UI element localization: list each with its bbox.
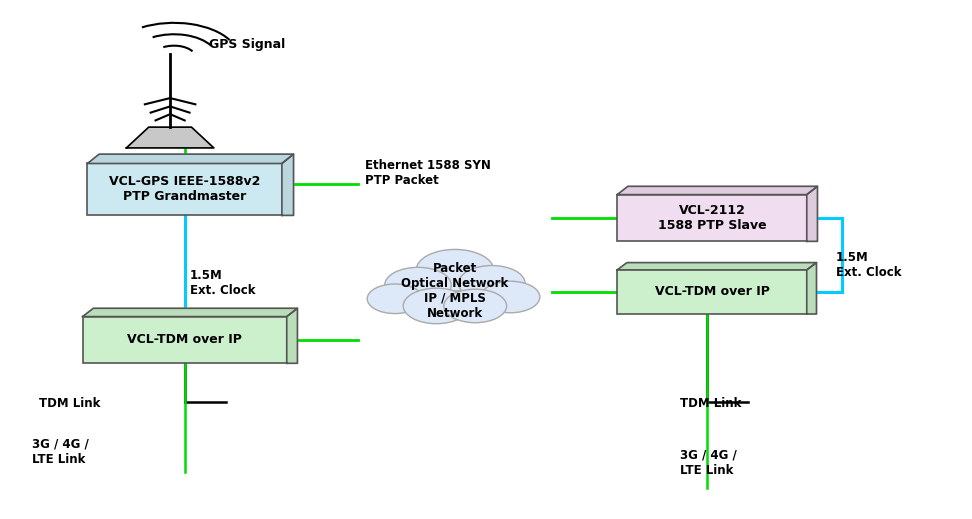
Polygon shape [617, 263, 816, 270]
Text: 1.5M
Ext. Clock: 1.5M Ext. Clock [190, 269, 255, 297]
Text: TDM Link: TDM Link [39, 397, 100, 411]
Text: 3G / 4G /
LTE Link: 3G / 4G / LTE Link [680, 449, 737, 477]
Text: VCL-TDM over IP: VCL-TDM over IP [654, 285, 770, 298]
Polygon shape [617, 186, 817, 195]
Polygon shape [87, 154, 294, 163]
Text: 1.5M
Ext. Clock: 1.5M Ext. Clock [836, 251, 901, 279]
Text: Packet
Optical Network
IP / MPLS
Network: Packet Optical Network IP / MPLS Network [401, 262, 508, 320]
Polygon shape [287, 308, 297, 363]
Polygon shape [83, 308, 297, 317]
Text: TDM Link: TDM Link [680, 397, 742, 411]
Text: Ethernet 1588 SYN
PTP Packet: Ethernet 1588 SYN PTP Packet [364, 159, 491, 187]
Polygon shape [807, 186, 817, 241]
Text: VCL-GPS IEEE-1588v2
PTP Grandmaster: VCL-GPS IEEE-1588v2 PTP Grandmaster [109, 175, 260, 203]
Polygon shape [282, 154, 294, 215]
Text: VCL-TDM over IP: VCL-TDM over IP [127, 333, 242, 347]
FancyBboxPatch shape [83, 317, 287, 363]
Text: GPS Signal: GPS Signal [209, 37, 285, 51]
Polygon shape [807, 263, 816, 314]
FancyBboxPatch shape [617, 270, 807, 314]
Text: VCL-2112
1588 PTP Slave: VCL-2112 1588 PTP Slave [658, 204, 766, 232]
Polygon shape [126, 127, 214, 148]
FancyBboxPatch shape [87, 163, 282, 215]
Text: 3G / 4G /
LTE Link: 3G / 4G / LTE Link [32, 438, 88, 466]
FancyBboxPatch shape [617, 195, 807, 241]
